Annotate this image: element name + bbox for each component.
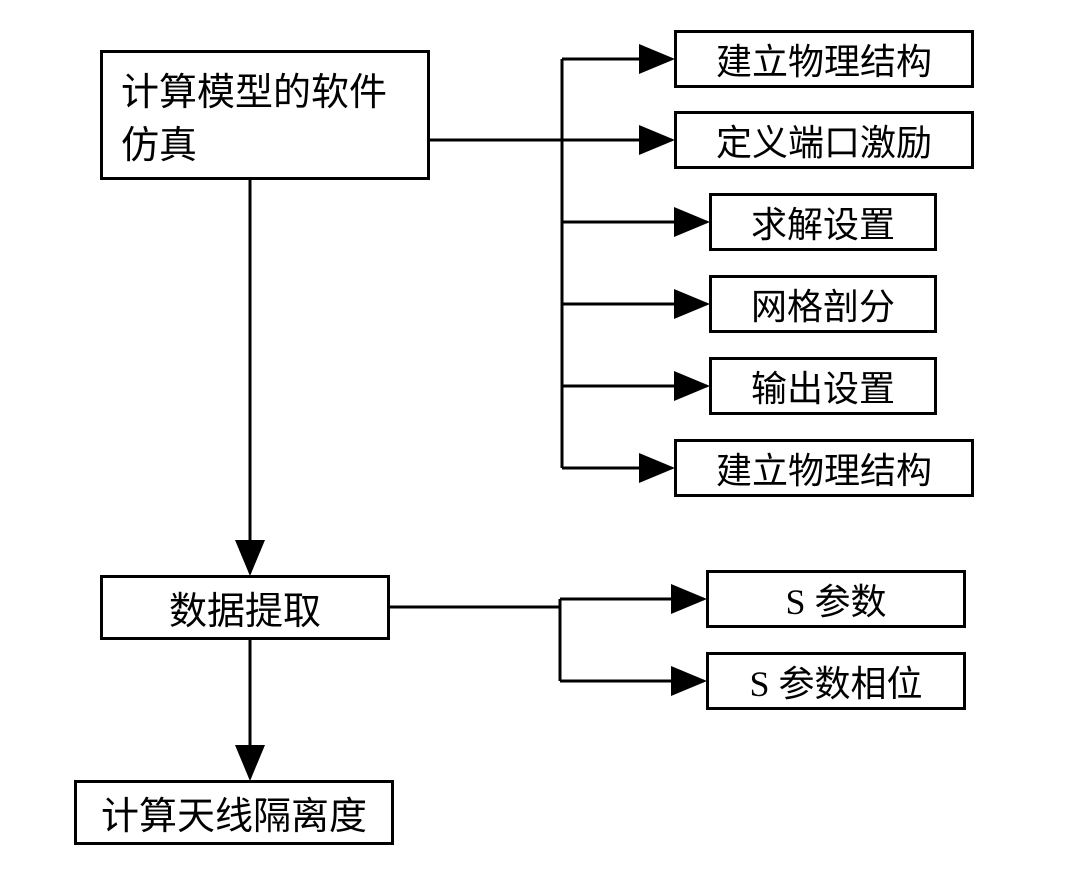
- flowchart-connectors: [0, 0, 1090, 877]
